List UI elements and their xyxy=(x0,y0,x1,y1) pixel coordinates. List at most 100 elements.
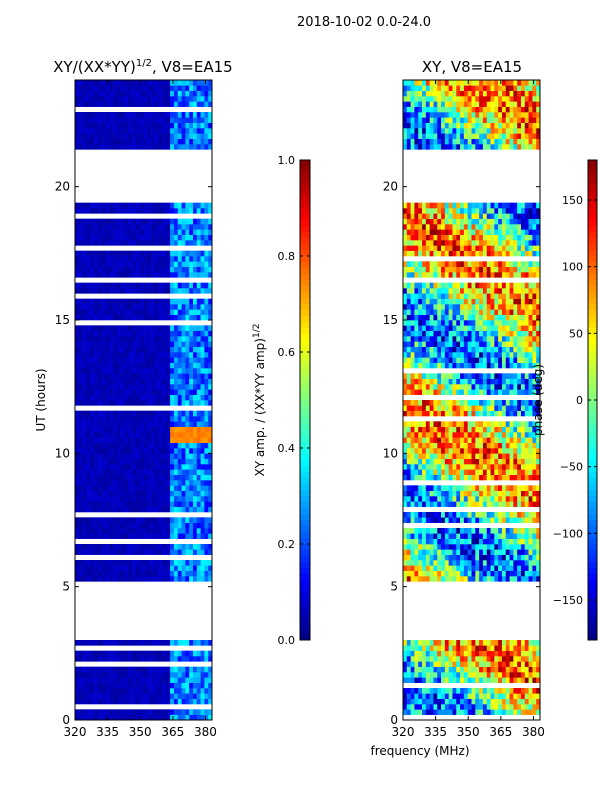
heatmap-cell xyxy=(170,357,175,363)
heatmap-cell xyxy=(120,314,125,321)
heatmap-cell xyxy=(532,448,537,454)
heatmap-cell xyxy=(185,485,190,491)
heatmap-cell xyxy=(147,330,152,337)
y-tick-label: 0 xyxy=(62,713,70,727)
heatmap-cell xyxy=(189,128,194,134)
heatmap-cell xyxy=(433,709,438,715)
heatmap-cell xyxy=(192,426,198,433)
heatmap-cell xyxy=(196,672,201,678)
heatmap-cell xyxy=(154,240,160,246)
heatmap-cell xyxy=(90,298,95,305)
heatmap-cell xyxy=(208,272,213,278)
heatmap-cell xyxy=(433,528,438,534)
heatmap-cell xyxy=(444,490,449,497)
heatmap-cell xyxy=(475,421,480,427)
heatmap-cell xyxy=(177,416,182,422)
heatmap-cell xyxy=(135,464,140,470)
heatmap-cell xyxy=(463,490,468,497)
heatmap-cell xyxy=(170,362,175,369)
heatmap-cell xyxy=(441,672,446,678)
heatmap-cell xyxy=(86,373,91,379)
heatmap-cell xyxy=(132,560,137,566)
heatmap-cell xyxy=(105,416,110,422)
heatmap-cell xyxy=(97,298,102,305)
heatmap-cell xyxy=(509,405,514,411)
heatmap-cell xyxy=(410,533,415,539)
heatmap-cell xyxy=(166,298,171,305)
heatmap-cell xyxy=(82,688,87,694)
heatmap-cell xyxy=(406,362,411,369)
heatmap-cell xyxy=(536,698,541,705)
heatmap-cell xyxy=(177,437,182,443)
heatmap-cell xyxy=(437,474,442,481)
heatmap-cell xyxy=(135,272,140,278)
heatmap-cell xyxy=(520,432,526,438)
heatmap-cell xyxy=(181,448,186,454)
heatmap-cell xyxy=(94,282,99,289)
heatmap-cell xyxy=(105,528,110,534)
heatmap-cell xyxy=(135,400,140,406)
heatmap-cell xyxy=(181,432,186,438)
heatmap-cell xyxy=(173,368,179,374)
heatmap-cell xyxy=(135,128,140,134)
heatmap-cell xyxy=(452,672,457,678)
heatmap-cell xyxy=(154,416,160,422)
heatmap-cell xyxy=(204,576,209,582)
heatmap-cell xyxy=(456,512,461,518)
heatmap-cell xyxy=(162,112,167,118)
heatmap-cell xyxy=(113,421,118,427)
heatmap-cell xyxy=(410,672,415,678)
heatmap-cell xyxy=(143,458,148,465)
heatmap-cell xyxy=(505,560,510,566)
heatmap-cell xyxy=(437,432,442,438)
heatmap-cell xyxy=(166,336,171,342)
heatmap-cell xyxy=(170,240,175,246)
heatmap-cell xyxy=(498,672,503,678)
heatmap-cell xyxy=(128,288,133,294)
heatmap-cell xyxy=(505,442,510,449)
heatmap-cell xyxy=(475,677,480,683)
heatmap-cell xyxy=(170,693,175,699)
heatmap-cell xyxy=(86,448,91,454)
heatmap-cell xyxy=(429,704,434,710)
heatmap-cell xyxy=(143,677,148,683)
heatmap-cell xyxy=(196,656,201,662)
heatmap-cell xyxy=(536,554,541,561)
heatmap-cell xyxy=(498,549,503,555)
heatmap-cell xyxy=(456,677,461,683)
heatmap-cell xyxy=(452,533,457,539)
heatmap-cell xyxy=(444,432,449,438)
heatmap-cell xyxy=(410,389,415,395)
heatmap-cell xyxy=(120,421,125,427)
heatmap-cell xyxy=(456,362,461,369)
heatmap-cell xyxy=(116,346,121,353)
heatmap-cell xyxy=(128,138,133,145)
heatmap-cell xyxy=(151,688,156,694)
colorbar-segment xyxy=(300,238,310,245)
heatmap-cell xyxy=(425,549,430,555)
heatmap-cell xyxy=(170,112,175,118)
heatmap-cell xyxy=(498,501,503,507)
heatmap-cell xyxy=(509,538,514,545)
heatmap-cell xyxy=(170,272,175,278)
heatmap-cell xyxy=(154,490,160,497)
amplitude-colorbar: 0.00.20.40.60.81.0 XY amp. / (XX*YY amp)… xyxy=(252,154,311,647)
heatmap-cell xyxy=(166,517,171,523)
heatmap-cell xyxy=(524,661,529,667)
heatmap-cell xyxy=(113,474,118,481)
heatmap-cell xyxy=(97,410,102,417)
heatmap-cell xyxy=(109,666,114,673)
heatmap-cell xyxy=(403,453,408,459)
heatmap-cell xyxy=(192,389,198,395)
heatmap-cell xyxy=(154,698,160,705)
heatmap-cell xyxy=(170,400,175,406)
heatmap-cell xyxy=(189,357,194,363)
heatmap-cell xyxy=(151,314,156,321)
heatmap-cell xyxy=(192,480,198,486)
colorbar-segment xyxy=(300,256,310,263)
heatmap-cell xyxy=(479,549,484,555)
heatmap-cell xyxy=(116,458,121,465)
figure-suptitle: 2018-10-02 0.0-24.0 xyxy=(297,15,431,30)
heatmap-cell xyxy=(170,565,175,571)
heatmap-cell xyxy=(475,645,480,651)
